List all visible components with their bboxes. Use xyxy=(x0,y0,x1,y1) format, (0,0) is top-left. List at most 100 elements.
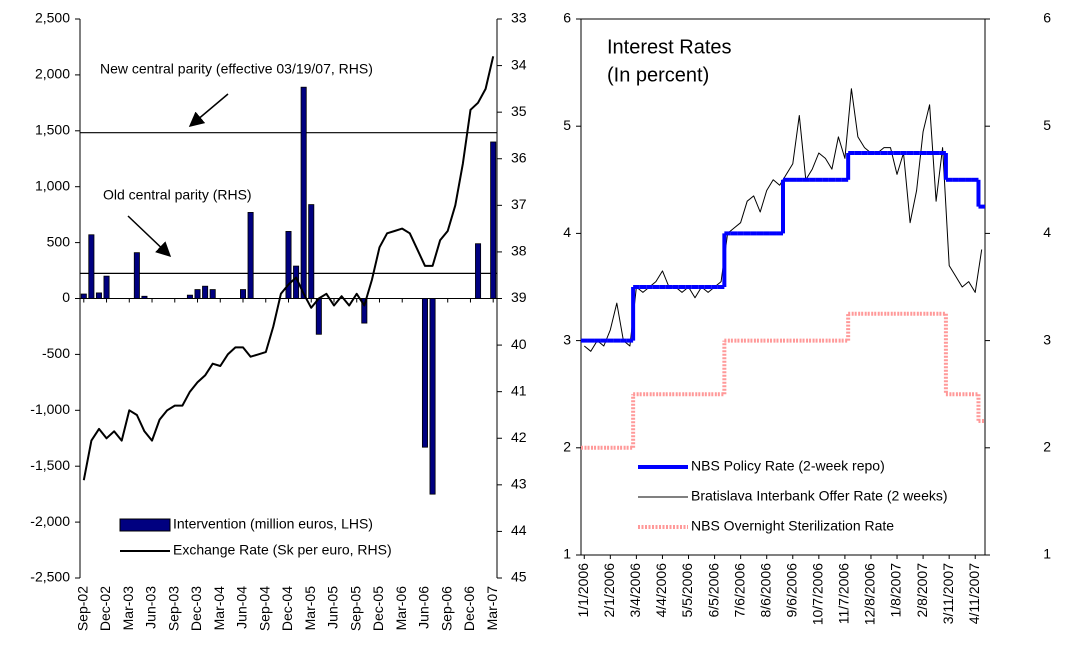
annotation: New central parity (effective 03/19/07, … xyxy=(100,61,373,77)
y-tick-label: 2,000 xyxy=(35,66,70,82)
x-tick-label: Mar-03 xyxy=(120,586,136,631)
chart-title: Interest Rates xyxy=(607,36,732,58)
y2-tick-label: 45 xyxy=(511,569,527,585)
x-tick-label: 1/8/2007 xyxy=(888,563,904,618)
y2-tick-label: 41 xyxy=(511,382,527,398)
bar xyxy=(300,86,307,299)
legend-label: Exchange Rate (Sk per euro, RHS) xyxy=(173,542,392,558)
legend-label: Bratislava Interbank Offer Rate (2 weeks… xyxy=(691,488,948,504)
annotation: Old central parity (RHS) xyxy=(103,187,252,203)
x-tick-label: 2/1/2006 xyxy=(601,563,617,618)
series-line xyxy=(82,56,495,481)
y2-tick-label: 43 xyxy=(511,476,527,492)
bar xyxy=(141,295,148,299)
y-tick-label: 1,000 xyxy=(35,177,70,193)
y-tick-label: 500 xyxy=(47,233,71,249)
x-tick-label: Sep-06 xyxy=(438,586,454,631)
bar xyxy=(421,298,428,448)
x-tick-label: Sep-02 xyxy=(74,586,90,631)
bar xyxy=(88,234,95,299)
x-tick-label: Sep-05 xyxy=(347,586,363,631)
y2-tick-label: 39 xyxy=(511,289,527,305)
y2-tick-label: 37 xyxy=(511,196,527,212)
x-tick-label: Dec-02 xyxy=(97,586,113,631)
y-tick-label: 6 xyxy=(563,10,571,26)
x-tick-label: 4/4/2006 xyxy=(653,563,669,618)
x-tick-label: Sep-03 xyxy=(165,586,181,631)
y-tick-label: -2,500 xyxy=(30,569,70,585)
x-tick-label: 1/1/2006 xyxy=(575,563,591,618)
y2-tick-label: 42 xyxy=(511,429,527,445)
y-tick-label: -500 xyxy=(42,345,70,361)
annotation-arrow xyxy=(127,215,172,258)
bar xyxy=(240,289,247,299)
x-tick-label: 2/8/2007 xyxy=(914,563,930,618)
bar xyxy=(429,298,436,495)
legend-label: Intervention (million euros, LHS) xyxy=(173,516,373,532)
y2-tick-label: 3 xyxy=(1043,331,1051,347)
y2-tick-label: 5 xyxy=(1043,117,1051,133)
x-tick-label: Dec-05 xyxy=(370,586,386,631)
bar xyxy=(202,285,209,299)
y-tick-label: 5 xyxy=(563,117,571,133)
y2-tick-label: 6 xyxy=(1043,10,1051,26)
x-tick-label: 7/6/2006 xyxy=(731,563,747,618)
y-tick-label: -1,500 xyxy=(30,457,70,473)
x-tick-label: Jun-06 xyxy=(416,586,432,629)
bar xyxy=(95,292,102,299)
x-tick-label: Dec-03 xyxy=(188,586,204,631)
x-tick-label: 10/7/2006 xyxy=(810,563,826,625)
bar xyxy=(315,298,322,335)
x-tick-label: Jun-03 xyxy=(143,586,159,629)
x-tick-label: Mar-04 xyxy=(211,586,227,631)
x-tick-label: Mar-05 xyxy=(302,586,318,631)
x-tick-label: Jun-04 xyxy=(234,586,250,629)
x-tick-label: 11/7/2006 xyxy=(836,563,852,624)
y2-tick-label: 2 xyxy=(1043,439,1051,455)
legend-label: NBS Overnight Sterilization Rate xyxy=(691,518,894,534)
y2-tick-label: 35 xyxy=(511,103,527,119)
bar xyxy=(80,293,87,299)
bar xyxy=(209,289,216,299)
x-tick-label: 12/8/2006 xyxy=(862,563,878,625)
x-tick-label: Jun-05 xyxy=(325,586,341,629)
y-tick-label: -1,000 xyxy=(30,401,70,417)
bar xyxy=(361,298,368,324)
chart-subtitle: (In percent) xyxy=(607,64,709,86)
y-tick-label: 1,500 xyxy=(35,122,70,138)
y-tick-label: 1 xyxy=(563,546,571,562)
y2-tick-label: 4 xyxy=(1043,224,1051,240)
y-tick-label: 3 xyxy=(563,331,571,347)
y2-tick-label: 38 xyxy=(511,243,527,259)
y-tick-label: -2,000 xyxy=(30,513,70,529)
bar xyxy=(186,294,193,299)
y-tick-label: 4 xyxy=(563,224,571,240)
y2-tick-label: 40 xyxy=(511,336,527,352)
x-tick-label: 5/5/2006 xyxy=(679,563,695,618)
bar xyxy=(194,289,201,299)
y2-tick-label: 34 xyxy=(511,56,527,72)
x-tick-label: 8/6/2006 xyxy=(757,563,773,618)
x-tick-label: Sep-04 xyxy=(256,586,272,631)
x-tick-label: Mar-06 xyxy=(393,586,409,631)
annotation-arrow xyxy=(188,93,229,127)
bar xyxy=(308,204,315,299)
x-tick-label: Mar-07 xyxy=(484,586,500,631)
bar xyxy=(490,141,497,299)
bar xyxy=(247,212,254,299)
x-tick-label: Dec-04 xyxy=(279,586,295,631)
x-tick-label: 6/5/2006 xyxy=(705,563,721,618)
x-tick-label: Dec-06 xyxy=(461,586,477,631)
y2-tick-label: 33 xyxy=(511,10,527,26)
bar xyxy=(285,231,292,299)
x-tick-label: 3/11/2007 xyxy=(940,563,956,624)
bar xyxy=(475,243,482,299)
y-tick-label: 2 xyxy=(563,439,571,455)
y2-tick-label: 44 xyxy=(511,522,527,538)
y2-tick-label: 36 xyxy=(511,149,527,165)
x-tick-label: 4/11/2007 xyxy=(966,563,982,624)
bar xyxy=(133,252,140,299)
x-tick-label: 9/6/2006 xyxy=(783,563,799,618)
